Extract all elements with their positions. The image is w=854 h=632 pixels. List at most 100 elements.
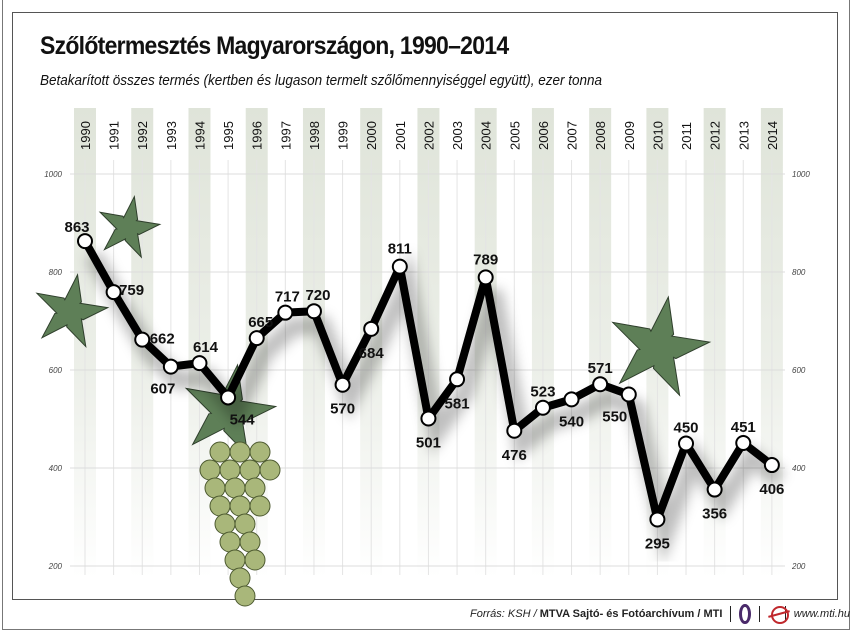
grape-berry-icon [199, 459, 221, 481]
mtva-logo-icon [739, 604, 752, 624]
source-text: Forrás: KSH / MTVA Sajtó- és Fotóarchívu… [470, 608, 722, 620]
data-point [592, 376, 609, 393]
data-label: 607 [150, 381, 175, 398]
x-tick-label: 2014 [765, 121, 780, 150]
y-tick-label-left: 1000 [44, 170, 62, 179]
grape-berry-icon [224, 477, 246, 499]
x-tick-label: 1994 [192, 121, 207, 150]
data-label: 523 [530, 384, 555, 401]
data-point [620, 386, 637, 403]
data-point [449, 371, 466, 388]
x-tick-label: 1992 [135, 121, 150, 150]
x-tick-label: 2005 [507, 121, 522, 150]
grape-berry-icon [204, 477, 226, 499]
y-tick-label-left: 200 [48, 562, 63, 571]
grape-berry-icon [239, 459, 261, 481]
y-tick-label-right: 400 [792, 464, 806, 473]
data-point [391, 258, 408, 275]
data-label: 406 [759, 481, 784, 498]
x-tick-label: 2013 [736, 121, 751, 150]
x-tick-label: 1996 [250, 121, 265, 150]
data-label: 717 [275, 289, 300, 306]
data-label: 789 [473, 251, 498, 268]
x-tick-label: 2000 [364, 121, 379, 150]
x-tick-label: 1995 [221, 121, 236, 150]
vine-leaf-icon [98, 195, 162, 259]
data-point [678, 435, 695, 452]
footer: Forrás: KSH / MTVA Sajtó- és Fotóarchívu… [470, 600, 850, 628]
source-agency: MTVA Sajtó- és Fotóarchívum / MTI [539, 608, 723, 620]
data-label: 581 [445, 395, 470, 412]
data-label: 571 [588, 360, 613, 377]
grape-berry-icon [234, 513, 256, 535]
y-tick-label-left: 600 [49, 366, 63, 375]
data-point [220, 389, 237, 406]
x-tick-label: 2008 [593, 121, 608, 150]
x-tick-label: 2010 [650, 121, 665, 150]
x-tick-label: 1990 [78, 121, 93, 150]
x-tick-label: 2003 [450, 121, 465, 150]
data-label: 295 [645, 535, 670, 552]
y-tick-label-right: 1000 [792, 170, 810, 179]
data-label: 550 [602, 409, 627, 426]
grape-berry-icon [214, 513, 236, 535]
data-label: 540 [559, 413, 584, 430]
x-tick-label: 2002 [421, 121, 436, 150]
data-label: 684 [359, 345, 385, 362]
data-point [706, 481, 723, 498]
data-label: 451 [731, 419, 756, 436]
grape-berry-icon [244, 549, 266, 571]
data-point [735, 435, 752, 452]
data-point [105, 284, 122, 301]
x-tick-label: 1991 [107, 121, 122, 150]
data-label: 662 [150, 331, 175, 348]
x-tick-label: 2006 [536, 121, 551, 150]
data-point [506, 422, 523, 439]
y-tick-label-right: 600 [792, 366, 806, 375]
grape-berry-icon [249, 441, 271, 463]
data-point [305, 303, 322, 320]
separator [730, 606, 732, 622]
y-tick-label-left: 400 [49, 464, 63, 473]
y-tick-label-right: 200 [791, 562, 806, 571]
separator [759, 606, 760, 622]
data-point [77, 233, 93, 250]
grape-berry-icon [229, 495, 251, 517]
data-point [534, 399, 551, 416]
x-tick-label: 1997 [278, 121, 293, 150]
data-point [162, 358, 179, 375]
chart-frame [12, 12, 838, 600]
data-label: 450 [674, 420, 699, 437]
data-point [563, 391, 580, 408]
grape-berry-icon [229, 441, 251, 463]
grape-berry-icon [209, 495, 231, 517]
grape-berry-icon [219, 531, 241, 553]
chart-subtitle: Betakarított összes termés (kertben és l… [40, 72, 603, 89]
data-point [649, 511, 666, 528]
data-label: 759 [119, 282, 144, 299]
data-point [277, 304, 294, 321]
x-tick-label: 1998 [307, 121, 322, 150]
data-label: 863 [64, 219, 89, 236]
y-tick-label-right: 800 [792, 268, 806, 277]
data-label: 356 [702, 506, 727, 523]
grape-berry-icon [229, 567, 251, 589]
x-tick-label: 2011 [679, 122, 694, 150]
website-link[interactable]: www.mti.hu [793, 608, 850, 620]
x-tick-label: 2012 [708, 121, 723, 150]
x-tick-label: 2001 [393, 121, 408, 150]
data-label: 544 [230, 411, 256, 428]
data-label: 501 [416, 435, 441, 452]
grape-berry-icon [209, 441, 231, 463]
mti-logo-icon [768, 605, 790, 624]
data-label: 811 [388, 241, 412, 258]
x-tick-label: 1999 [336, 121, 351, 150]
vine-leaf-icon [35, 273, 110, 349]
x-tick-label: 2009 [622, 121, 637, 150]
grape-berry-icon [249, 495, 271, 517]
data-point [763, 457, 780, 474]
grape-berry-icon [244, 477, 266, 499]
data-point [363, 320, 380, 337]
